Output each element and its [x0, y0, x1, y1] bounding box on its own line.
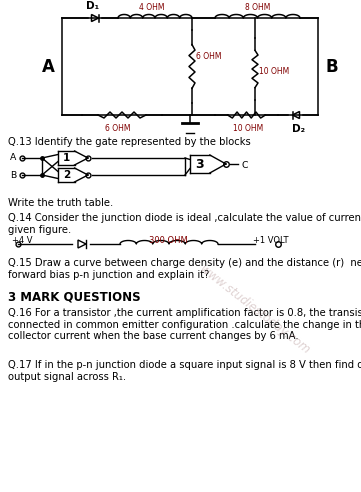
Text: +1 VOLT: +1 VOLT	[253, 236, 288, 245]
Text: 300 OHM: 300 OHM	[149, 236, 187, 245]
Text: Write the truth table.: Write the truth table.	[8, 198, 113, 208]
Text: D₁: D₁	[86, 1, 100, 11]
Text: C: C	[241, 160, 248, 170]
Text: 4 OHM: 4 OHM	[139, 3, 165, 12]
Text: 3: 3	[196, 157, 204, 171]
Text: 6 OHM: 6 OHM	[105, 124, 131, 133]
Text: B: B	[10, 171, 16, 180]
Text: www.studiestoday.com: www.studiestoday.com	[197, 263, 313, 357]
Text: A: A	[42, 58, 55, 75]
Text: A: A	[10, 154, 16, 162]
Text: Q.14 Consider the junction diode is ideal ,calculate the value of current in the: Q.14 Consider the junction diode is idea…	[8, 213, 361, 235]
Text: Q.13 Identify the gate represented by the blocks: Q.13 Identify the gate represented by th…	[8, 137, 251, 147]
Text: Q.16 For a transistor ,the current amplification factor is 0.8, the transistor i: Q.16 For a transistor ,the current ampli…	[8, 308, 361, 341]
Text: +4 V: +4 V	[12, 236, 32, 245]
Text: B: B	[326, 58, 338, 75]
Text: Q.15 Draw a curve between charge density (e) and the distance (r)  near the
forw: Q.15 Draw a curve between charge density…	[8, 258, 361, 279]
Text: 3 MARK QUESTIONS: 3 MARK QUESTIONS	[8, 290, 141, 303]
Text: 6 OHM: 6 OHM	[196, 52, 222, 61]
Text: 1: 1	[62, 153, 70, 163]
Text: 8 OHM: 8 OHM	[245, 3, 271, 12]
Text: 10 OHM: 10 OHM	[233, 124, 263, 133]
Text: Q.17 If in the p-n junction diode a square input signal is 8 V then find out the: Q.17 If in the p-n junction diode a squa…	[8, 360, 361, 382]
Text: 2: 2	[62, 170, 70, 180]
Text: D₂: D₂	[292, 124, 305, 134]
Text: 10 OHM: 10 OHM	[259, 67, 289, 76]
